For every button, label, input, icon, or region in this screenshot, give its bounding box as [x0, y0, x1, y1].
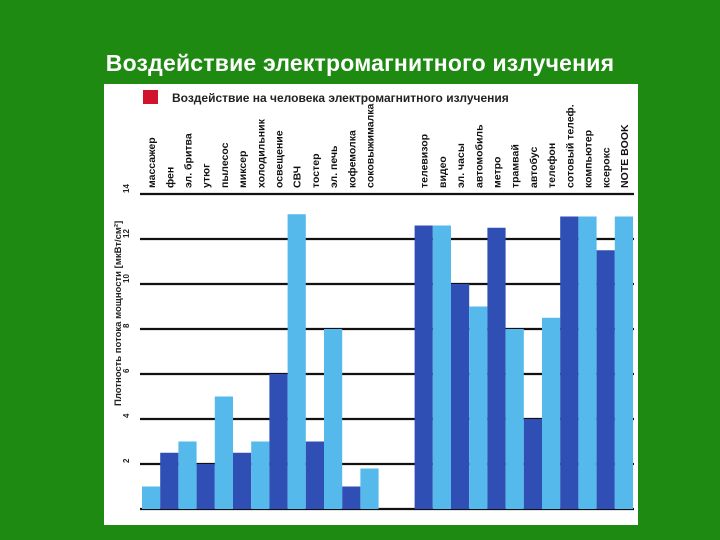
category-label: утюг [201, 163, 213, 188]
y-axis-label: Плотность потока мощности [мкВт/см²] [113, 221, 124, 406]
category-label: холодильник [255, 118, 267, 188]
slide-title: Воздействие электромагнитного излучения [105, 50, 615, 76]
category-label: телефон [546, 143, 558, 188]
bar [342, 486, 361, 509]
bar [614, 216, 633, 509]
bar [178, 441, 197, 509]
category-label: ксерокс [601, 147, 613, 188]
category-label: компьютер [583, 130, 595, 188]
category-label: соковыжималка [365, 104, 377, 188]
y-tick-label: 4 [122, 413, 131, 418]
bar [596, 250, 615, 509]
bar [233, 452, 252, 509]
category-label: автомобиль [473, 124, 485, 188]
bar [196, 464, 215, 509]
y-tick-label: 8 [122, 323, 131, 328]
bar [142, 486, 161, 509]
bar [542, 317, 561, 509]
chart-title: Воздействие на человека электромагнитног… [172, 91, 509, 105]
bar [487, 227, 506, 509]
bar [432, 225, 451, 509]
bar [160, 452, 179, 509]
category-label: фен [164, 167, 176, 188]
category-label: сотовый телеф. [564, 104, 576, 188]
category-label: телевизор [419, 134, 431, 188]
bar-chart: Воздействие на человека электромагнитног… [113, 90, 634, 511]
y-tick-label: 2 [122, 458, 131, 463]
category-label: массажер [146, 137, 158, 188]
chart-panel: Воздействие на человека электромагнитног… [104, 84, 638, 525]
category-label: освещение [274, 130, 286, 188]
legend-marker [143, 90, 158, 104]
bar [269, 374, 288, 509]
bar [578, 216, 597, 509]
bar [560, 216, 579, 509]
category-label: видео [437, 156, 449, 188]
category-label: СВЧ [292, 166, 304, 188]
category-label: автобус [528, 147, 540, 188]
category-label: трамвай [510, 144, 522, 188]
category-label: миксер [237, 151, 249, 188]
bar [214, 396, 233, 509]
category-label: пылесос [219, 142, 231, 188]
category-label: кофемолка [346, 130, 358, 188]
bar [251, 441, 270, 509]
category-label: эл. часы [455, 143, 467, 188]
bar [360, 468, 379, 509]
bar [505, 329, 524, 509]
y-tick-label: 14 [122, 184, 131, 193]
bar [523, 419, 542, 509]
bar [469, 306, 488, 509]
y-tick-label: 10 [122, 274, 131, 283]
bar [305, 441, 324, 509]
bar [324, 329, 343, 509]
category-label: тостер [310, 153, 322, 188]
y-tick-label: 6 [122, 368, 131, 373]
bar [414, 225, 433, 509]
y-tick-label: 12 [122, 229, 131, 238]
bar [451, 284, 470, 509]
category-label: NOTE BOOK [619, 124, 631, 188]
bar [287, 214, 306, 509]
category-label: эл. печь [328, 145, 340, 188]
category-label: эл. бритва [183, 133, 195, 188]
category-label: метро [492, 157, 504, 188]
